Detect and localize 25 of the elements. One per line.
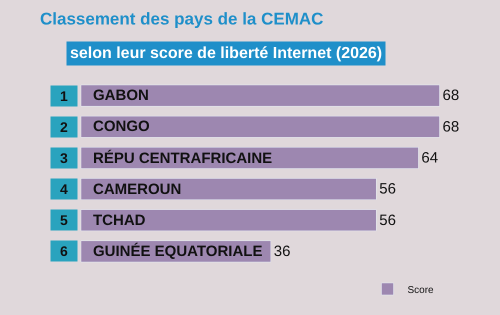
data-label: 36: [274, 242, 290, 260]
data-label: 68: [442, 87, 460, 104]
y-tick-label: GABON: [93, 87, 149, 104]
y-tick-label: RÉPU CENTRAFRICAINE: [93, 149, 272, 167]
text: 6: [60, 243, 68, 259]
legend-label: Score: [408, 284, 434, 296]
y-tick-label: CONGO: [93, 118, 150, 135]
data-label: 56: [379, 212, 396, 229]
y-tick-label: GUINÉE EQUATORIALE: [93, 242, 262, 260]
text: 2: [60, 119, 68, 135]
y-tick-label: CAMEROUN: [93, 181, 182, 198]
text: 5: [60, 212, 68, 228]
bar: [80, 178, 376, 200]
bar: [80, 84, 440, 106]
chart-subtitle: selon leur score de liberté Internet (2026): [70, 45, 382, 62]
text: 4: [60, 181, 68, 197]
data-label: 68: [442, 118, 460, 136]
chart-title: Classement des pays de la CEMAC: [40, 10, 324, 28]
data-label: 56: [379, 180, 396, 198]
data-label: 64: [421, 149, 438, 166]
text: 3: [60, 150, 68, 166]
bar: [80, 209, 376, 232]
y-tick-label: TCHAD: [93, 212, 146, 229]
text: 1: [60, 88, 68, 104]
bar: [80, 116, 440, 138]
